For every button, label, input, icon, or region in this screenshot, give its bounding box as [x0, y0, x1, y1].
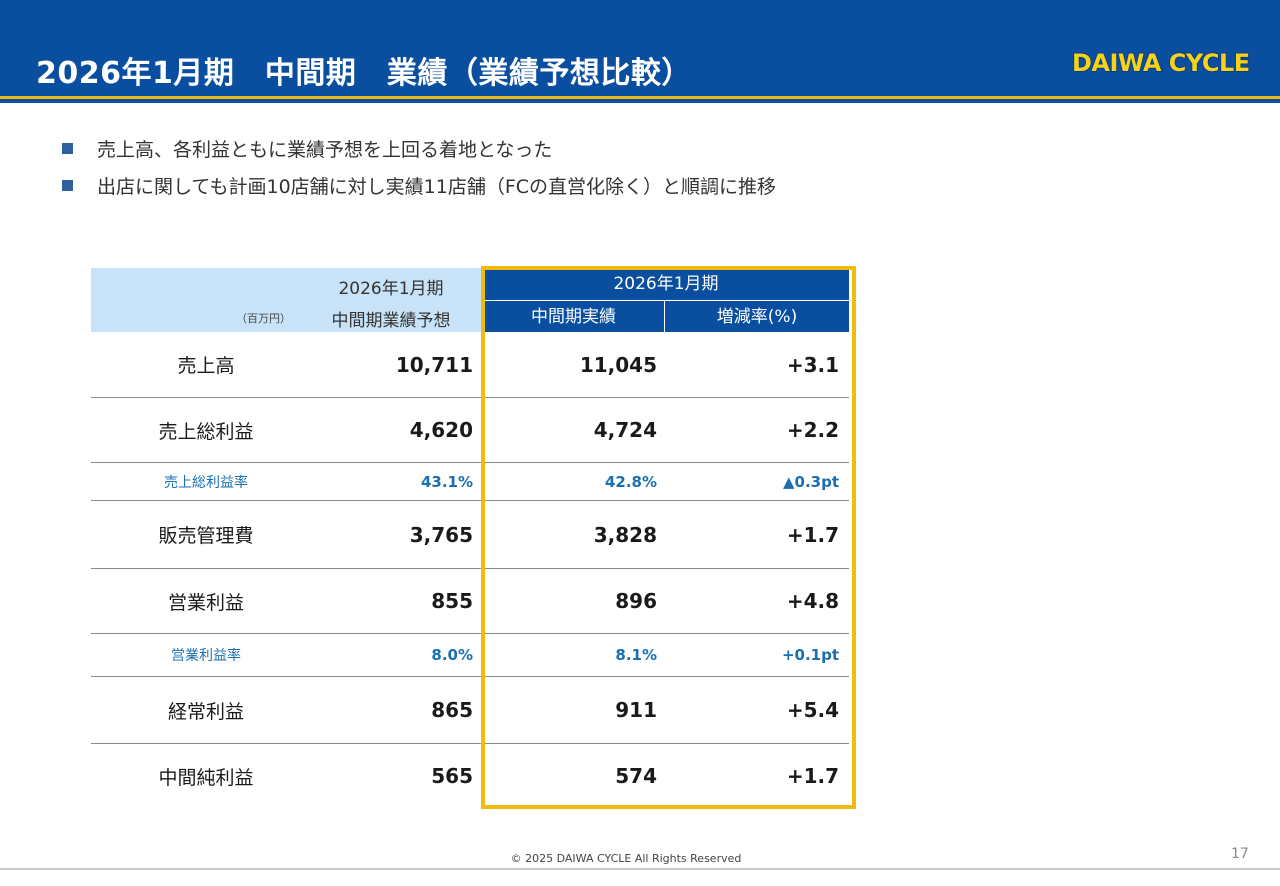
- table-row: 売上総利益 4,620 4,724 +2.2: [91, 398, 849, 463]
- daiwa-cycle-logo: DAIWA CYCLE: [1071, 48, 1250, 78]
- forecast-value: 855: [431, 589, 473, 613]
- change-value: +1.7: [786, 764, 839, 788]
- page-title: 2026年1月期 中間期 業績（業績予想比較）: [36, 56, 692, 91]
- actual-value: 11,045: [579, 352, 657, 377]
- header-accent-line: [0, 96, 1280, 99]
- actual-value: 896: [615, 589, 657, 613]
- forecast-value: 10,711: [395, 352, 473, 377]
- change-value: +0.1pt: [781, 646, 839, 664]
- actual-value: 3,828: [593, 522, 657, 547]
- table-row: 営業利益 855 896 +4.8: [91, 569, 849, 634]
- forecast-value: 865: [431, 698, 473, 722]
- row-label: 営業利益: [167, 591, 244, 614]
- change-column-header: 増減率(%): [665, 300, 849, 332]
- forecast-value: 4,620: [409, 418, 473, 442]
- change-value: +2.2: [786, 418, 839, 442]
- forecast-value: 565: [431, 764, 473, 788]
- actual-value: 8.1%: [615, 646, 657, 664]
- row-label: 営業利益率: [171, 648, 241, 664]
- row-label: 売上高: [177, 355, 235, 377]
- bullet-text: 売上高、各利益ともに業績予想を上回る着地となった: [97, 139, 553, 161]
- actual-value: 911: [615, 698, 657, 722]
- row-label: 販売管理費: [158, 525, 254, 547]
- unit-label: （百万円）: [236, 312, 291, 325]
- actual-value: 42.8%: [604, 472, 657, 491]
- table-row: 販売管理費 3,765 3,828 +1.7: [91, 501, 849, 569]
- table-row: 営業利益率 8.0% 8.1% +0.1pt: [91, 634, 849, 677]
- bullet-text: 出店に関しても計画10店舗に対し実績11店舗（FCの直営化除く）と順調に推移: [97, 176, 777, 198]
- actual-column-header: 中間期実績: [483, 300, 665, 332]
- forecast-value: 3,765: [409, 522, 473, 547]
- change-value: +1.7: [786, 522, 839, 547]
- table-row: 売上総利益率 43.1% 42.8% ▲0.3pt: [91, 463, 849, 501]
- row-label: 売上総利益率: [164, 474, 248, 491]
- forecast-column-header: 中間期業績予想: [331, 311, 451, 331]
- footer-divider: [0, 868, 1280, 870]
- row-label: 中間純利益: [158, 766, 254, 789]
- row-label: 経常利益: [167, 700, 244, 723]
- bullet-list: 売上高、各利益ともに業績予想を上回る着地となった 出店に関しても計画10店舗に対…: [62, 130, 776, 204]
- change-value: ▲0.3pt: [782, 472, 839, 491]
- forecast-value: 8.0%: [431, 646, 473, 664]
- forecast-header: （百万円） 2026年1月期 中間期業績予想: [91, 268, 483, 332]
- header-bar: [0, 0, 1280, 103]
- bullet-item: 出店に関しても計画10店舗に対し実績11店舗（FCの直営化除く）と順調に推移: [62, 167, 776, 204]
- row-label: 売上総利益: [158, 420, 254, 443]
- table-row: 売上高 10,711 11,045 +3.1: [91, 332, 849, 398]
- actual-period-header: 2026年1月期: [483, 268, 849, 300]
- change-value: +5.4: [786, 698, 839, 722]
- square-bullet-icon: [62, 143, 73, 154]
- actual-value: 4,724: [593, 418, 657, 442]
- page-number: 17: [1231, 846, 1249, 862]
- forecast-value: 43.1%: [420, 472, 473, 491]
- table-row: 経常利益 865 911 +5.4: [91, 677, 849, 744]
- table-row: 中間純利益 565 574 +1.7: [91, 744, 849, 808]
- actual-value: 574: [615, 764, 657, 788]
- forecast-period-header: 2026年1月期: [338, 279, 444, 299]
- change-value: +4.8: [786, 589, 839, 613]
- svg-text:DAIWA CYCLE: DAIWA CYCLE: [1072, 49, 1250, 77]
- square-bullet-icon: [62, 180, 73, 191]
- bullet-item: 売上高、各利益ともに業績予想を上回る着地となった: [62, 130, 776, 167]
- copyright-text: © 2025 DAIWA CYCLE All Rights Reserved: [510, 852, 742, 865]
- change-value: +3.1: [786, 352, 839, 377]
